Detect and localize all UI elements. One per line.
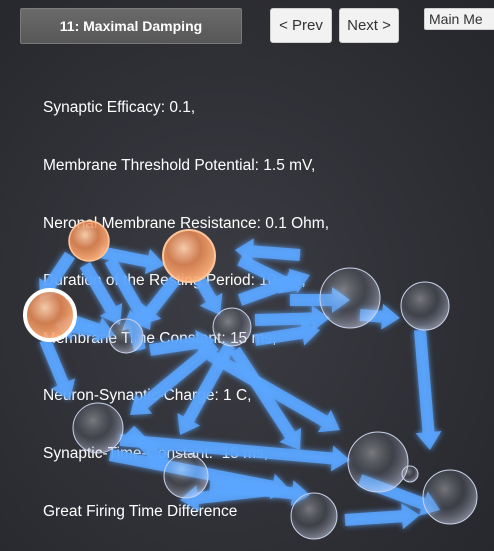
synapse-arrow-11 (235, 238, 301, 265)
synapse-arrow-16 (130, 340, 219, 415)
neuron-active-1[interactable] (68, 220, 110, 262)
neuron-11[interactable] (422, 469, 478, 525)
param-synaptic-efficacy: Synaptic Efficacy: 0.1, (43, 99, 196, 117)
neuron-7[interactable] (400, 281, 450, 331)
synapse-arrows (39, 238, 442, 530)
synapse-arrow-20 (119, 434, 350, 472)
synapse-arrow-26 (344, 503, 420, 530)
synapse-arrow-1 (39, 251, 75, 300)
synapse-arrow-8 (149, 329, 215, 356)
main-menu-button[interactable]: Main Me (424, 8, 494, 30)
synapse-arrow-3 (39, 337, 76, 400)
neuron-active-2[interactable] (162, 229, 216, 283)
level-title: 11: Maximal Damping (20, 8, 242, 44)
synapse-arrow-15 (414, 329, 442, 450)
param-firing-time-difference: Great Firing Time Difference (43, 502, 238, 520)
param-synaptic-charge: Neuron-Synaptic-Charge: 1 C, (43, 387, 252, 405)
synapse-arrow-12 (238, 268, 310, 306)
neuron-5[interactable] (212, 307, 252, 347)
synapse-arrow-5 (79, 262, 123, 325)
synapse-arrow-22 (125, 425, 170, 470)
neuron-6[interactable] (319, 267, 381, 329)
neuron-8[interactable] (72, 402, 124, 454)
prev-button[interactable]: < Prev (270, 8, 332, 43)
neuron-9[interactable] (163, 453, 209, 499)
neurons (23, 220, 478, 540)
synapse-arrow-2 (98, 246, 165, 275)
param-threshold-potential: Membrane Threshold Potential: 1.5 mV, (43, 157, 316, 175)
neuron-active-selected[interactable] (23, 288, 77, 342)
synapse-arrow-13 (254, 305, 330, 332)
synapse-arrow-29 (254, 319, 320, 346)
neuron-12[interactable] (290, 492, 338, 540)
neuron-13[interactable] (401, 465, 419, 483)
synapse-arrow-9 (194, 277, 223, 315)
neuron-4[interactable] (108, 318, 144, 354)
synapse-arrow-24 (209, 479, 310, 507)
neuron-10[interactable] (347, 431, 409, 493)
synapse-arrow-7 (140, 276, 180, 325)
next-button[interactable]: Next > (339, 8, 399, 43)
synapse-arrow-19 (207, 349, 340, 433)
